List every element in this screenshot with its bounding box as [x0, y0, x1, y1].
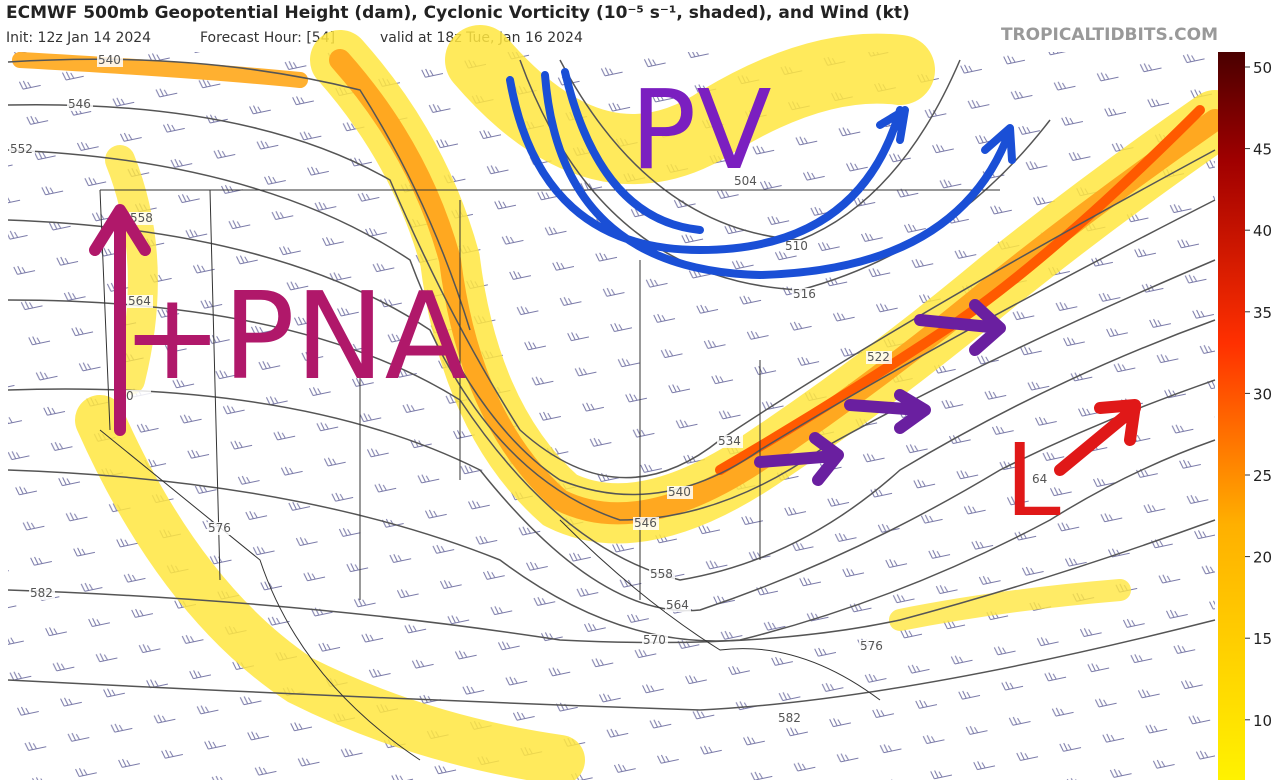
forecast-hour: Forecast Hour: [54] — [200, 30, 335, 46]
colorbar-tick-label: 45 — [1253, 141, 1272, 159]
contour-label: 64 — [1032, 472, 1047, 486]
colorbar-tick-label: 15 — [1253, 630, 1272, 648]
pv-arrows — [506, 68, 1016, 279]
jet-arrows — [754, 299, 1006, 486]
colorbar-tick-label: 50 — [1253, 59, 1272, 77]
colorbar-tick-label: 30 — [1253, 385, 1272, 403]
contour-label-bg — [717, 435, 743, 448]
contour-label-bg — [649, 568, 675, 581]
contour-label-bg — [733, 175, 759, 188]
contour-label-bg — [667, 486, 693, 499]
contour-label-bg — [127, 295, 153, 308]
annotations: +PNA PV L — [89, 66, 1141, 539]
colorbar-ticks: 50 45 40 35 30 25 20 15 10 — [1245, 59, 1272, 730]
contour-label-bg — [9, 143, 35, 156]
contour-label-bg — [633, 517, 659, 530]
contour-label: 582 — [778, 711, 801, 725]
colorbar — [1218, 52, 1245, 780]
contour-label: 564 — [666, 598, 689, 612]
contour-label-bg — [207, 522, 233, 535]
colorbar-tick-label: 10 — [1253, 712, 1272, 730]
colorbar-tick-label: 35 — [1253, 304, 1272, 322]
colorbar-tick-label: 20 — [1253, 549, 1272, 567]
site-credit: TROPICALTIDBITS.COM — [1001, 25, 1218, 45]
init-time: Init: 12z Jan 14 2024 — [6, 30, 151, 46]
pna-arrow — [89, 204, 151, 436]
low-arrow — [1054, 399, 1141, 476]
contour-label: 0 — [126, 389, 134, 403]
pv-annotation: PV — [630, 66, 772, 194]
contour-label: 504 — [734, 174, 757, 188]
contour-label-bg — [97, 54, 123, 67]
contour-label: 582 — [30, 586, 53, 600]
contour-label-bg — [792, 288, 818, 301]
contour-label-bg — [129, 212, 155, 225]
contour-label-bg — [784, 240, 810, 253]
contour-label: 546 — [68, 97, 91, 111]
colorbar-tick-label: 40 — [1253, 222, 1272, 240]
contour-label: 576 — [208, 521, 231, 535]
contour-label-bg — [125, 390, 151, 403]
contour-label-bg — [665, 599, 691, 612]
contour-label-bg — [866, 351, 892, 364]
contour-label: 510 — [785, 239, 808, 253]
contour-label-bg — [1031, 473, 1057, 486]
low-annotation: L — [1005, 422, 1061, 539]
contour-label: 516 — [793, 287, 816, 301]
contour-label-bg — [67, 98, 93, 111]
contour-label: 546 — [634, 516, 657, 530]
contour-label: 522 — [867, 350, 890, 364]
contour-label: 552 — [10, 142, 33, 156]
title: ECMWF 500mb Geopotential Height (dam), C… — [6, 3, 910, 23]
contour-label: 576 — [860, 639, 883, 653]
map: 540 546 552 558 564 0 576 582 504 510 516 522 534 540… — [7, 25, 1245, 784]
contour-label: 540 — [668, 485, 691, 499]
contour-labels: 540 546 552 558 564 0 576 582 504 510 516 522 534 540… — [9, 53, 1057, 725]
contour-label: 558 — [650, 567, 673, 581]
contour-label-bg — [859, 640, 885, 653]
contour-label: 570 — [643, 633, 666, 647]
contour-label-bg — [642, 634, 668, 647]
contour-label: 534 — [718, 434, 741, 448]
contour-label: 564 — [128, 294, 151, 308]
colorbar-tick-label: 25 — [1253, 467, 1272, 485]
pna-annotation: +PNA — [122, 268, 467, 407]
contour-label: 558 — [130, 211, 153, 225]
contour-label-bg — [29, 587, 55, 600]
contour-label-bg — [777, 712, 803, 725]
contour-label: 540 — [98, 53, 121, 67]
